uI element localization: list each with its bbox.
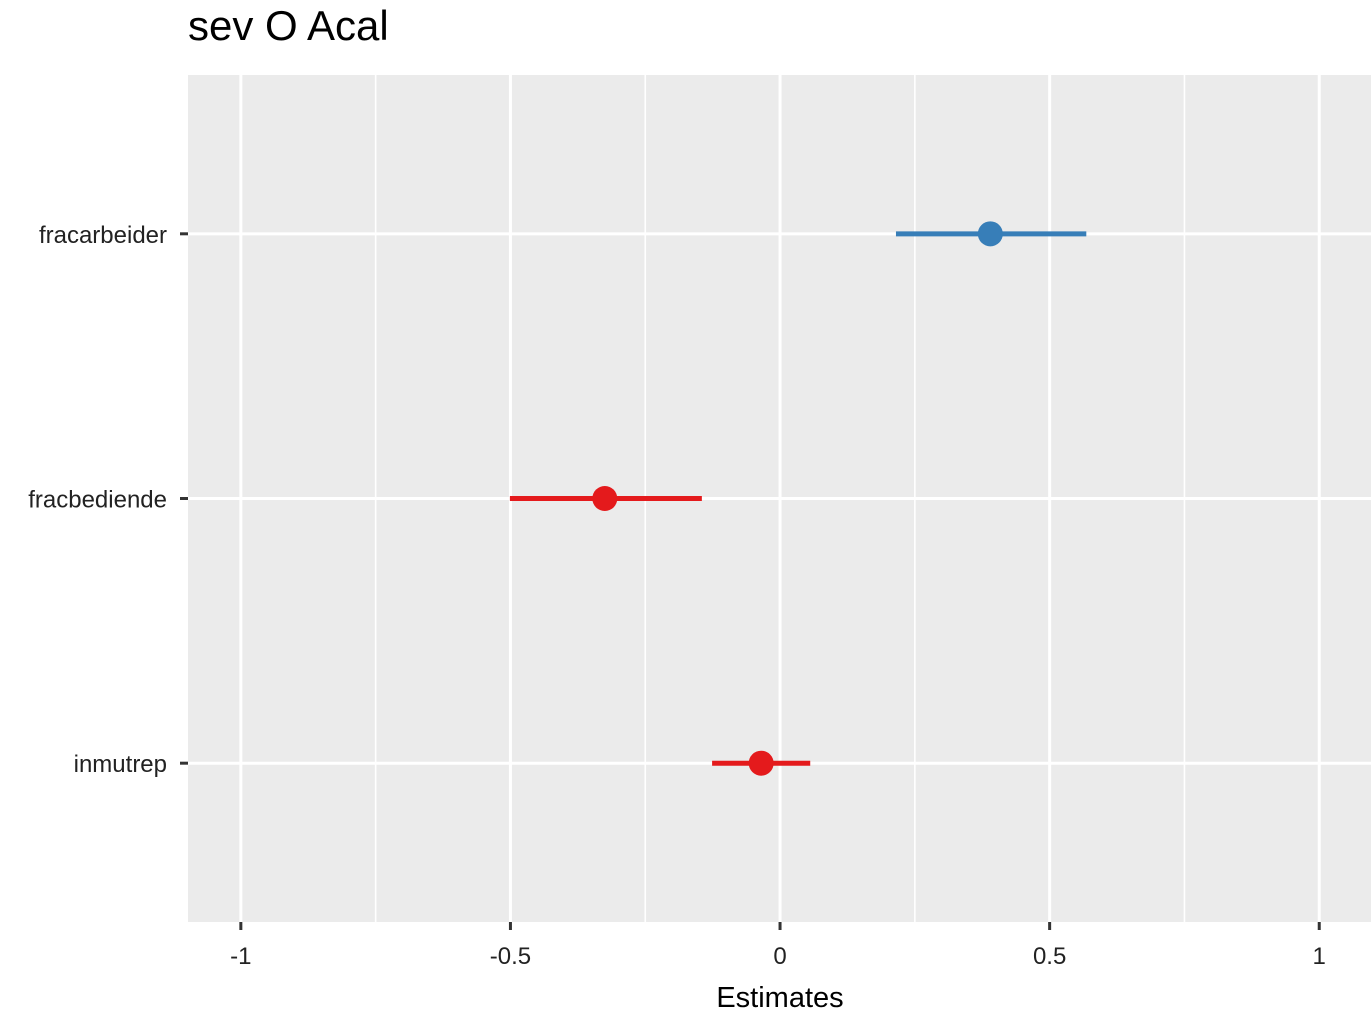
y-tick-label: fracarbeider xyxy=(39,222,167,249)
x-tick-label: 0.5 xyxy=(1033,943,1066,970)
x-tick-label: 0 xyxy=(773,943,786,970)
x-tick-label: -1 xyxy=(230,943,251,970)
x-axis-label: Estimates xyxy=(716,982,843,1009)
estimate-point-inmutrep xyxy=(748,750,774,776)
x-tick-label: -0.5 xyxy=(490,943,531,970)
y-tick-label: inmutrep xyxy=(74,751,167,778)
chart-title: sev O Acal xyxy=(188,2,389,49)
estimate-point-fracbediende xyxy=(592,486,618,511)
estimate-point-fracarbeider xyxy=(977,221,1003,247)
x-tick-label: 1 xyxy=(1313,943,1326,970)
y-tick-label: fracbediende xyxy=(28,487,167,514)
